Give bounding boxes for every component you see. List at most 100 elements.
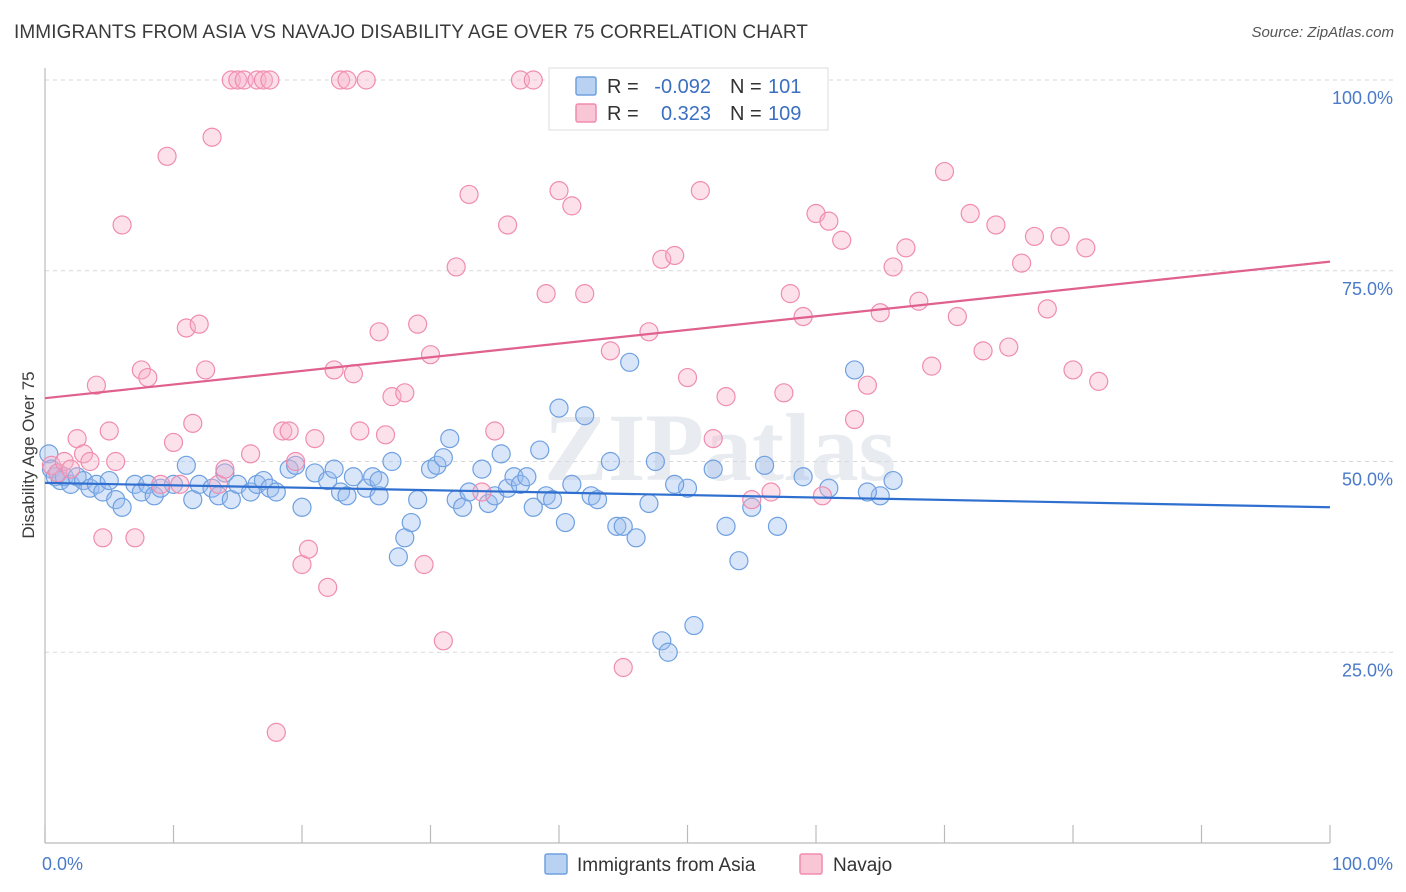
navajo-point (562, 196, 582, 216)
axes (44, 68, 1331, 844)
navajo-point (125, 528, 145, 548)
navajo-point (157, 146, 177, 166)
navajo-point (298, 539, 319, 559)
navajo-point (909, 291, 929, 311)
legend-r-value-navajo: 0.323 (661, 103, 711, 125)
asia-point (337, 486, 357, 506)
navajo-point (780, 284, 800, 304)
navajo-point (183, 413, 203, 433)
asia-point (401, 512, 421, 533)
navajo-point (812, 486, 833, 506)
navajo-point (523, 70, 543, 90)
asia-point (189, 474, 209, 494)
navajo-point (1050, 226, 1070, 247)
x-tick-label: 0.0% (42, 854, 83, 874)
legend-swatch-asia (575, 76, 597, 96)
navajo-point (819, 211, 839, 231)
navajo-point (324, 360, 344, 380)
y-tick-label: 75.0% (1342, 279, 1393, 299)
navajo-point (690, 181, 710, 201)
grid-lines (45, 79, 1395, 653)
asia-point (844, 360, 865, 380)
asia-point (703, 459, 723, 479)
navajo-point (260, 70, 280, 90)
navajo-point (420, 345, 441, 365)
x-tick-label: 100.0% (1332, 854, 1393, 874)
navajo-point (1024, 226, 1045, 247)
navajo-point (1011, 253, 1032, 273)
asia-point (684, 615, 704, 636)
asia-point (652, 631, 672, 651)
navajo-point (266, 722, 286, 742)
navajo-point (414, 554, 434, 575)
series-swatch-asia (544, 853, 568, 875)
asia-point (658, 642, 678, 662)
legend-n-value-navajo: 109 (768, 103, 801, 125)
navajo-point (228, 70, 248, 90)
navajo-point (106, 451, 126, 472)
navajo-point (613, 657, 633, 678)
navajo-point (189, 314, 209, 334)
navajo-point (131, 360, 151, 380)
correlation-legend: R = -0.092 N = 101 R = 0.323 N = 109 (548, 67, 829, 131)
source-label: Source: ZipAtlas.com (1251, 24, 1394, 41)
series-label-navajo: Navajo (833, 855, 892, 876)
series-swatch-navajo (799, 853, 823, 875)
navajo-point (375, 425, 396, 445)
legend-r-label-asia: R = (607, 76, 639, 98)
navajo-point (356, 70, 376, 90)
chart-title: IMMIGRANTS FROM ASIA VS NAVAJO DISABILIT… (14, 22, 809, 43)
navajo-point (215, 459, 235, 479)
asia-point (523, 497, 543, 517)
asia-point (542, 490, 563, 510)
asia-point (478, 493, 498, 514)
navajo-point (337, 70, 357, 90)
asia-point (39, 444, 59, 464)
navajo-point (73, 444, 94, 464)
navajo-point (1037, 299, 1057, 319)
asia-point (600, 451, 621, 472)
legend-n-label-navajo: N = (730, 103, 762, 125)
navajo-point (1089, 371, 1109, 391)
y-tick-labels: 25.0% 50.0% 75.0% 100.0% (1332, 88, 1393, 680)
asia-point (253, 470, 274, 491)
trend-lines (44, 260, 1331, 509)
navajo-point (973, 341, 993, 361)
navajo-point (80, 451, 100, 472)
navajo-point (844, 409, 865, 430)
asia-point (575, 406, 595, 426)
asia-point (677, 478, 698, 498)
legend-r-value-asia: -0.092 (654, 76, 711, 98)
navajo-point (176, 318, 196, 338)
navajo-point (600, 341, 621, 361)
navajo-point (485, 421, 505, 441)
navajo-point (330, 70, 351, 90)
asia-point (369, 486, 389, 506)
navajo-point (536, 284, 556, 304)
navajo-point (196, 360, 216, 380)
x-tick-labels: 0.0% 100.0% (42, 854, 1393, 874)
navajo-point (138, 367, 158, 388)
asia-point (517, 467, 537, 487)
navajo-point (1076, 238, 1096, 258)
navajo-point (163, 432, 184, 453)
navajo-point (253, 70, 274, 90)
asia-point (742, 497, 762, 517)
asia-point (562, 474, 582, 494)
navajo-point (48, 463, 68, 483)
navajo-point (395, 383, 415, 403)
navajo-point (999, 337, 1019, 357)
asia-point (440, 429, 460, 449)
asia-point (754, 455, 775, 475)
asia-point (549, 398, 569, 418)
asia-trend-line (44, 481, 1331, 509)
asia-point (292, 497, 312, 517)
asia-point (767, 516, 788, 536)
navajo-point (61, 459, 81, 479)
asia-point (266, 482, 286, 502)
series-label-asia: Immigrants from Asia (577, 855, 756, 876)
navajo-point (774, 383, 794, 403)
watermark: ZIPatlas (544, 394, 896, 501)
navajo-point (639, 322, 659, 342)
asia-point (510, 474, 531, 494)
